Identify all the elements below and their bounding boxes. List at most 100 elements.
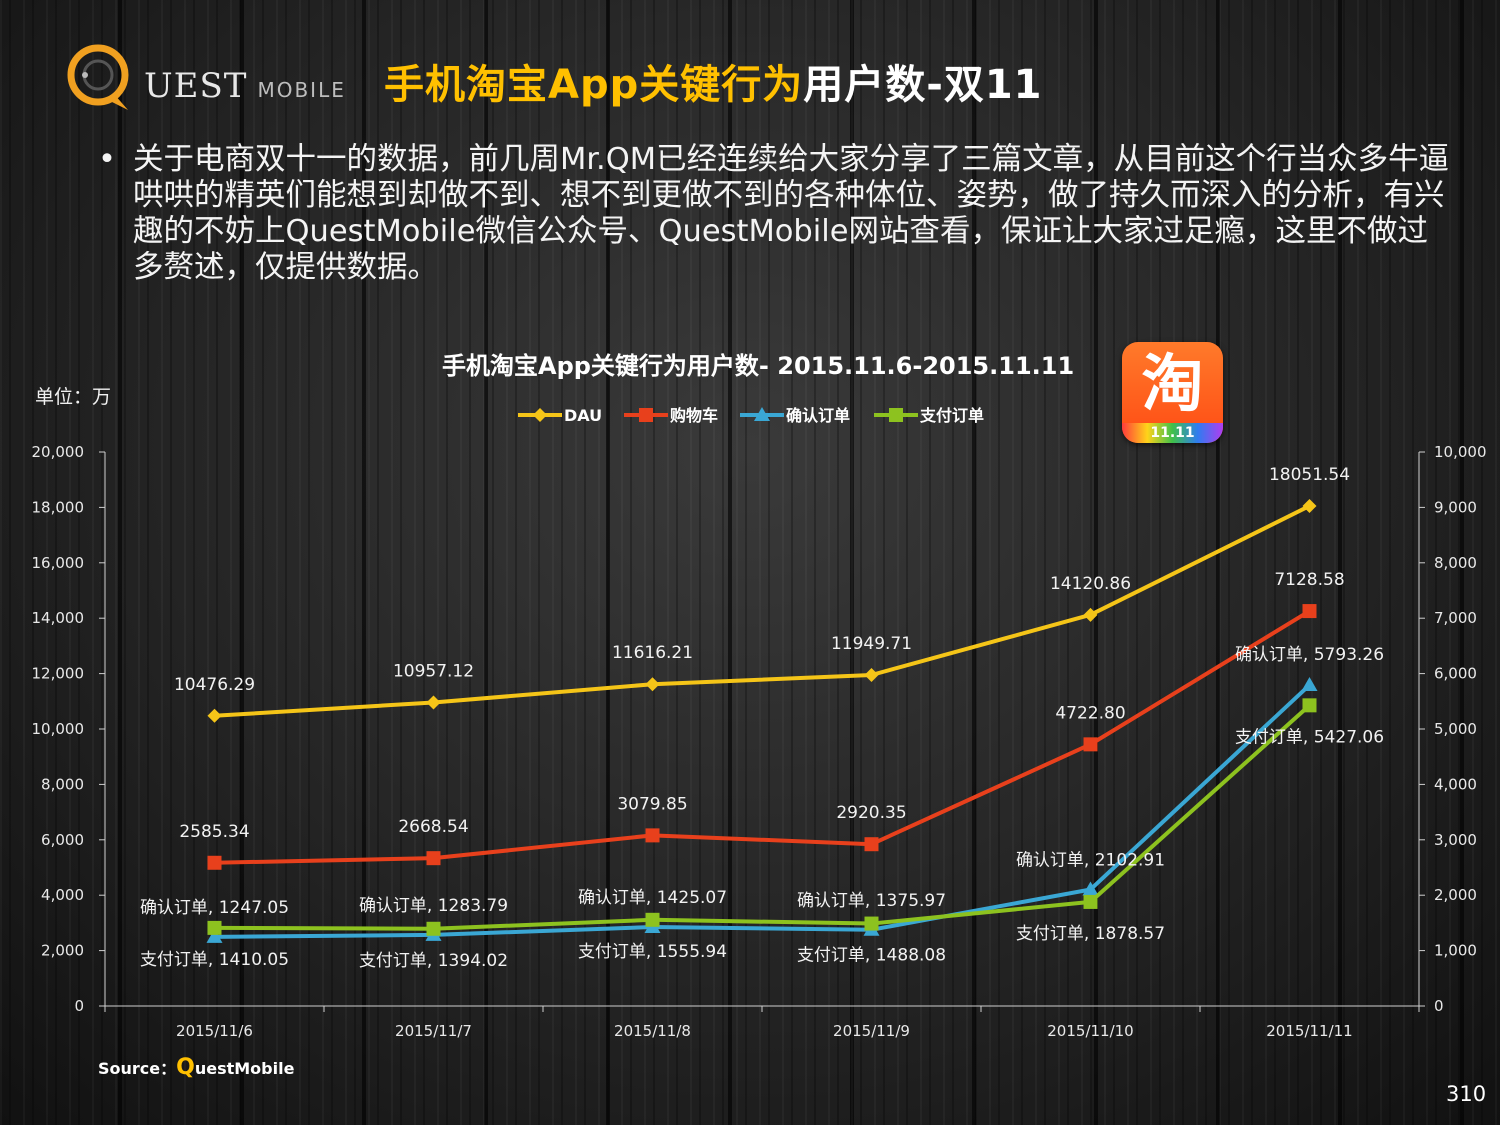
y-right-tick-label: 9,000 [1434, 498, 1477, 516]
y-right-tick-label: 5,000 [1434, 720, 1477, 738]
data-point [864, 837, 879, 852]
data-label: 11616.21 [612, 643, 693, 663]
y-left-tick-label: 20,000 [32, 443, 85, 461]
data-point [207, 855, 222, 870]
data-point [1301, 677, 1318, 692]
badge-color-bar [1122, 423, 1223, 443]
legend-marker [889, 408, 903, 422]
data-label: 确认订单, 1283.79 [359, 896, 508, 916]
x-tick-label: 2015/11/7 [395, 1022, 472, 1040]
data-label: 11949.71 [831, 634, 912, 654]
y-right-tick-label: 4,000 [1434, 775, 1477, 793]
data-label: 确认订单, 1247.05 [140, 898, 289, 918]
logo-text: UEST MOBILE [144, 66, 346, 106]
y-left-tick-label: 8,000 [41, 775, 84, 793]
title-part2: 用户数 [803, 62, 927, 108]
y-right-tick-label: 1,000 [1434, 942, 1477, 960]
data-point [645, 828, 660, 843]
data-point [426, 921, 441, 936]
data-label: 2668.54 [398, 817, 468, 837]
series-line [214, 683, 1311, 939]
data-label: 支付订单, 1555.94 [578, 942, 727, 962]
y-right-tick-label: 10,000 [1434, 443, 1487, 461]
logo-q-icon [67, 44, 129, 110]
legend-marker [639, 408, 653, 422]
legend-label: 支付订单 [919, 406, 984, 425]
y-right-tick-label: 6,000 [1434, 665, 1477, 683]
y-right-tick-label: 8,000 [1434, 554, 1477, 572]
y-left-tick-label: 12,000 [32, 665, 85, 683]
chart-title: 手机淘宝App关键行为用户数- 2015.11.6-2015.11.11 [442, 352, 1075, 380]
y-left-tick-label: 0 [74, 997, 84, 1015]
y-right-tick-label: 3,000 [1434, 831, 1477, 849]
y-left-tick-label: 10,000 [32, 720, 85, 738]
questmobile-logo: UEST MOBILE [64, 42, 344, 114]
data-point [1302, 698, 1317, 713]
x-tick-label: 2015/11/6 [176, 1022, 253, 1040]
bullet-marker: • [98, 142, 116, 177]
data-point [1302, 604, 1317, 619]
legend-label: 确认订单 [786, 406, 850, 425]
slide-title: 手机淘宝App关键行为用户数-双11 [384, 52, 1043, 110]
data-label: 2920.35 [836, 803, 906, 823]
y-right-tick-label: 0 [1434, 997, 1444, 1015]
series-line [214, 609, 1311, 865]
x-tick-label: 2015/11/11 [1266, 1022, 1352, 1040]
title-part3: -双11 [926, 62, 1043, 108]
data-label: 10476.29 [174, 675, 255, 695]
title-part1: 手机淘宝App关键行为 [384, 62, 804, 108]
data-point [864, 667, 879, 682]
legend-marker [754, 407, 770, 421]
data-point [1083, 607, 1098, 622]
data-point [1083, 894, 1098, 909]
data-label: 支付订单, 1410.05 [140, 950, 289, 970]
taobao-1111-badge: 淘 11.11 [1122, 342, 1223, 443]
data-label: 确认订单, 1425.07 [578, 888, 727, 908]
source-note: Source：QuestMobile [98, 1055, 295, 1080]
data-label: 支付订单, 1488.08 [797, 946, 946, 966]
data-label: 支付订单, 1394.02 [359, 951, 508, 971]
data-point [864, 916, 879, 931]
unit-label: 单位：万 [35, 386, 112, 408]
data-point [1083, 737, 1098, 752]
data-label: 3079.85 [617, 794, 687, 814]
data-point [207, 708, 222, 723]
y-left-tick-label: 4,000 [41, 886, 84, 904]
data-point [426, 695, 441, 710]
badge-date: 11.11 [1150, 425, 1195, 441]
legend-marker [533, 408, 547, 422]
data-label: 确认订单, 2102.91 [1016, 850, 1165, 870]
y-right-tick-label: 2,000 [1434, 886, 1477, 904]
data-point [207, 920, 222, 935]
y-left-tick-label: 2,000 [41, 942, 84, 960]
series-line [214, 703, 1311, 931]
data-label: 4722.80 [1055, 703, 1125, 723]
data-point [206, 928, 223, 943]
data-label: 支付订单, 1878.57 [1016, 924, 1165, 944]
data-label: 确认订单, 1375.97 [797, 891, 946, 911]
series-line [214, 504, 1311, 718]
data-label: 2585.34 [179, 822, 249, 842]
taobao-icon: 淘 [1141, 347, 1204, 420]
y-left-tick-label: 16,000 [32, 554, 85, 572]
data-point [426, 851, 441, 866]
data-label: 14120.86 [1050, 574, 1131, 594]
y-right-tick-label: 7,000 [1434, 609, 1477, 627]
data-label: 7128.58 [1274, 570, 1344, 590]
page-number: 310 [1446, 1082, 1487, 1106]
data-label: 10957.12 [393, 661, 474, 681]
legend-label: 购物车 [670, 406, 718, 425]
data-point [645, 677, 660, 692]
x-tick-label: 2015/11/9 [833, 1022, 910, 1040]
x-tick-label: 2015/11/10 [1047, 1022, 1133, 1040]
data-label: 支付订单, 5427.06 [1235, 727, 1384, 747]
x-tick-label: 2015/11/8 [614, 1022, 691, 1040]
data-point [1082, 881, 1099, 896]
data-point [1302, 498, 1317, 513]
y-left-tick-label: 6,000 [41, 831, 84, 849]
intro-bullet: • 关于电商双十一的数据，前几周Mr.QM已经连续给大家分享了三篇文章，从目前这… [98, 142, 1458, 286]
legend-label: DAU [564, 406, 602, 425]
y-left-tick-label: 18,000 [32, 498, 85, 516]
y-left-tick-label: 14,000 [32, 609, 85, 627]
